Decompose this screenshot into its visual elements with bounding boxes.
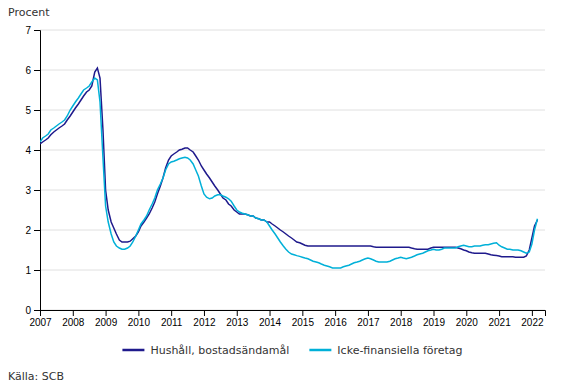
x-tick-label: 2011 (161, 317, 183, 328)
x-tick: 2010 (128, 310, 151, 328)
grid-line (40, 110, 545, 111)
grid (40, 30, 545, 310)
x-tick: 2016 (325, 310, 348, 328)
lines (40, 68, 537, 268)
series-line (40, 78, 537, 268)
y-tick-mark (34, 150, 40, 151)
y-tick-mark (34, 310, 40, 311)
x-tick-mark (106, 310, 107, 316)
y-tick-label: 0 (25, 305, 31, 316)
y-tick: 5 (25, 105, 40, 116)
x-tick-mark (532, 310, 533, 316)
y-tick: 3 (25, 185, 40, 196)
x-tick-label: 2022 (521, 317, 544, 328)
grid-line (40, 150, 545, 151)
y-axis: 0 1 2 3 4 5 6 7 (25, 25, 40, 316)
y-tick-label: 1 (25, 265, 31, 276)
grid-line (40, 230, 545, 231)
y-tick-label: 6 (25, 65, 31, 76)
x-tick-mark (302, 310, 303, 316)
x-tick: 2017 (357, 310, 380, 328)
x-tick: 2009 (95, 310, 118, 328)
x-tick-label: 2018 (390, 317, 413, 328)
x-tick: 2015 (292, 310, 315, 328)
x-tick-label: 2019 (423, 317, 446, 328)
x-tick: 2008 (62, 310, 85, 328)
x-tick-mark (499, 310, 500, 316)
annotation: Källa: SCB (8, 370, 64, 383)
x-tick-mark (466, 310, 467, 316)
grid-line (40, 190, 545, 191)
x-tick-label: 2009 (95, 317, 118, 328)
x-tick-mark (204, 310, 205, 316)
y-tick-mark (34, 30, 40, 31)
y-tick: 7 (25, 25, 40, 36)
x-tick-label: 2014 (259, 317, 282, 328)
legend-item: Icke-finansiella företag (309, 344, 462, 357)
x-tick: 2019 (423, 310, 446, 328)
y-tick: 1 (25, 265, 40, 276)
x-tick: 2021 (488, 310, 511, 328)
legend-label: Icke-finansiella företag (337, 344, 462, 357)
y-tick-label: 2 (25, 225, 31, 236)
y-tick-label: 7 (25, 25, 31, 36)
y-axis-title: Procent (8, 6, 50, 19)
y-tick: 4 (25, 145, 40, 156)
x-tick-mark (368, 310, 369, 316)
x-axis: 2007 2008 2009 2010 2011 2012 2013 2014 2015 2016… (29, 310, 545, 328)
x-tick: 2011 (161, 310, 183, 328)
x-tick-mark (237, 310, 238, 316)
x-tick-mark (73, 310, 74, 316)
x-tick: 2018 (390, 310, 413, 328)
chart-container: 0 1 2 3 4 5 6 7 2007 2008 2009 2010 2011 2012 2013 2014… (0, 0, 567, 388)
x-tick: 2022 (521, 310, 544, 328)
x-tick-label: 2015 (292, 317, 315, 328)
y-tick-mark (34, 110, 40, 111)
plot: 0 1 2 3 4 5 6 7 2007 2008 2009 2010 2011 2012 2013 2014… (25, 25, 545, 328)
y-tick-label: 5 (25, 105, 31, 116)
x-tick-label: 2021 (488, 317, 511, 328)
y-tick-label: 4 (25, 145, 31, 156)
x-tick-label: 2010 (128, 317, 151, 328)
x-tick-mark (40, 310, 41, 316)
x-tick-label: 2012 (193, 317, 216, 328)
y-axis-line (34, 31, 41, 311)
x-tick-label: 2007 (29, 317, 52, 328)
chart: 0 1 2 3 4 5 6 7 2007 2008 2009 2010 2011 2012 2013 2014… (0, 0, 567, 388)
x-tick: 2007 (29, 310, 52, 328)
x-tick-mark (138, 310, 139, 316)
x-tick: 2014 (259, 310, 282, 328)
y-tick-mark (34, 230, 40, 231)
x-tick-label: 2008 (62, 317, 85, 328)
y-tick-mark (34, 190, 40, 191)
y-tick-mark (34, 70, 40, 71)
x-tick: 2013 (226, 310, 249, 328)
legend-swatch (122, 349, 144, 352)
grid-line (40, 270, 545, 271)
grid-line (40, 30, 545, 31)
legend-swatch (309, 349, 331, 352)
y-tick-label: 3 (25, 185, 31, 196)
legend-label: Hushåll, bostadsändamål (150, 344, 289, 357)
x-axis-line (41, 311, 546, 317)
x-tick-label: 2016 (325, 317, 348, 328)
x-tick-mark (335, 310, 336, 316)
x-tick: 2012 (193, 310, 216, 328)
x-tick: 2020 (456, 310, 479, 328)
x-tick-mark (401, 310, 402, 316)
x-tick-label: 2020 (456, 317, 479, 328)
y-tick-mark (34, 270, 40, 271)
grid-line (40, 70, 545, 71)
y-tick: 6 (25, 65, 40, 76)
y-tick: 0 (25, 305, 40, 316)
series-line (40, 68, 537, 257)
y-tick: 2 (25, 225, 40, 236)
x-tick-label: 2017 (357, 317, 380, 328)
x-tick-mark (270, 310, 271, 316)
x-tick-mark (434, 310, 435, 316)
x-tick-label: 2013 (226, 317, 249, 328)
legend: Hushåll, bostadsändamål Icke-finansiella … (122, 344, 462, 357)
legend-item: Hushåll, bostadsändamål (122, 344, 289, 357)
x-tick-mark (171, 310, 172, 316)
